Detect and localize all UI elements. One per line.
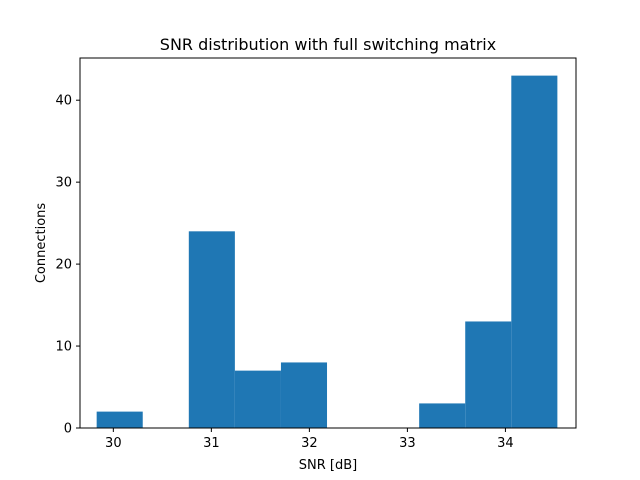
plot-frame xyxy=(79,57,577,429)
x-tick-label: 31 xyxy=(203,436,220,451)
histogram-bar-4 xyxy=(280,362,328,428)
histogram-bar-8 xyxy=(465,321,512,428)
y-axis-label: Connections xyxy=(34,203,49,284)
x-tick-label: 33 xyxy=(399,436,416,451)
y-tick-label: 10 xyxy=(55,340,72,355)
histogram-bar-0 xyxy=(96,411,143,428)
x-tick-label: 32 xyxy=(301,436,318,451)
y-tick-label: 0 xyxy=(64,422,72,437)
histogram-bar-3 xyxy=(234,370,281,428)
x-tick-label: 30 xyxy=(105,436,122,451)
y-tick-label: 40 xyxy=(55,94,72,109)
y-ticks: 0 10 20 30 40 xyxy=(55,94,80,437)
x-tick-label: 34 xyxy=(497,436,514,451)
x-axis-label: SNR [dB] xyxy=(299,458,357,473)
y-tick-label: 20 xyxy=(55,258,72,273)
histogram-bar-9 xyxy=(511,75,558,428)
x-ticks: 30 31 32 33 34 xyxy=(105,428,514,451)
y-tick-label: 30 xyxy=(55,176,72,191)
chart-title: SNR distribution with full switching mat… xyxy=(160,35,496,54)
histogram-bar-7 xyxy=(419,403,466,428)
histogram-bar-2 xyxy=(188,231,235,428)
bars-group xyxy=(96,75,558,428)
